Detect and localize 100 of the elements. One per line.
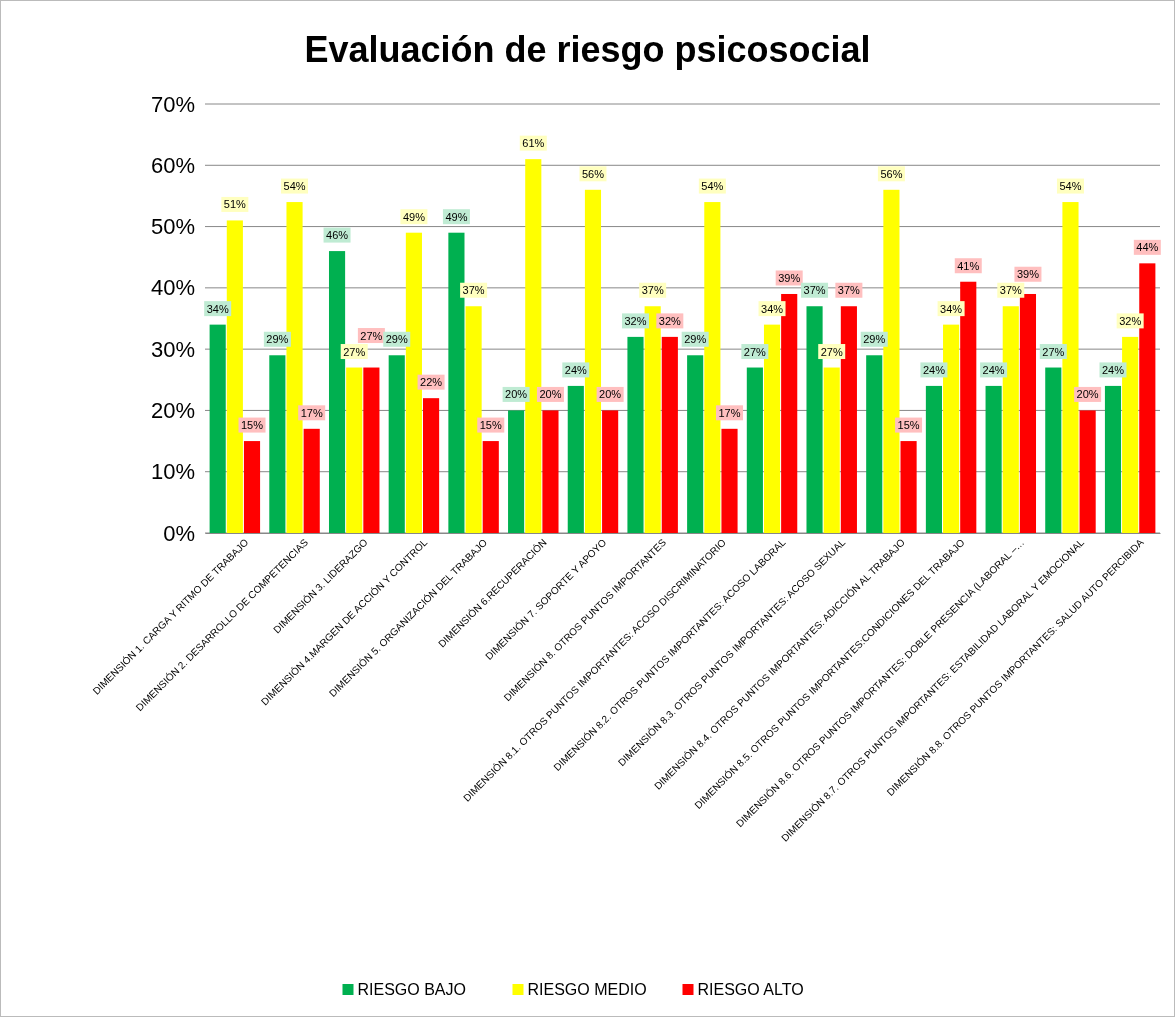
y-tick-label: 70%	[150, 91, 195, 117]
data-label: 54%	[283, 180, 306, 193]
y-tick-label: 10%	[150, 459, 195, 485]
data-label: 34%	[940, 302, 963, 315]
legend-label: RIESGO BAJO	[357, 981, 466, 998]
bar	[687, 355, 704, 533]
bar	[363, 367, 380, 533]
bar	[1139, 263, 1156, 533]
data-label: 29%	[266, 333, 289, 346]
data-label: 34%	[206, 302, 229, 315]
data-label: 32%	[1119, 314, 1142, 327]
bar	[1062, 202, 1079, 533]
data-label: 41%	[957, 259, 980, 272]
y-tick-label: 0%	[163, 520, 195, 546]
y-tick-label: 60%	[150, 152, 195, 178]
data-label: 46%	[326, 229, 349, 242]
bar	[243, 441, 261, 533]
data-label: 49%	[402, 210, 426, 223]
bar	[1079, 410, 1096, 533]
data-label: 15%	[897, 419, 920, 432]
data-label: 27%	[1042, 345, 1065, 358]
data-label: 27%	[743, 345, 767, 358]
bar	[508, 410, 525, 533]
bar	[346, 367, 363, 533]
data-label: 37%	[999, 284, 1022, 297]
data-label: 20%	[599, 388, 622, 401]
bar	[209, 324, 226, 533]
bar	[866, 355, 883, 533]
bar	[746, 367, 763, 533]
y-tick-label: 40%	[150, 275, 195, 301]
data-label: 20%	[539, 388, 562, 401]
data-label: 49%	[445, 210, 468, 223]
bar	[269, 355, 286, 533]
y-tick-label: 20%	[150, 397, 195, 423]
bar	[1045, 367, 1062, 533]
bar	[781, 293, 798, 533]
y-tick-label: 50%	[150, 214, 195, 240]
bar	[542, 410, 559, 533]
bar	[627, 336, 644, 533]
data-label: 17%	[718, 406, 741, 419]
data-label: 37%	[803, 284, 826, 297]
bar	[823, 367, 840, 533]
data-label: 37%	[462, 284, 485, 297]
data-label: 29%	[863, 333, 886, 346]
bar	[943, 324, 960, 533]
bar	[1104, 385, 1122, 533]
data-label: 15%	[240, 419, 264, 432]
bar	[602, 410, 619, 533]
bar	[567, 385, 584, 533]
bar	[644, 306, 661, 533]
data-label: 39%	[1016, 268, 1040, 281]
data-label: 61%	[522, 137, 545, 150]
data-label: 34%	[761, 302, 784, 315]
bar	[465, 306, 482, 533]
data-label: 56%	[880, 167, 903, 180]
bar	[423, 398, 440, 533]
data-label: 22%	[420, 376, 443, 389]
data-label: 24%	[564, 363, 588, 376]
legend-label: RIESGO MEDIO	[527, 981, 647, 998]
data-label: 39%	[778, 271, 801, 284]
data-label: 44%	[1136, 241, 1159, 254]
bar	[1019, 293, 1037, 533]
bar	[985, 385, 1002, 533]
data-label: 51%	[223, 198, 247, 211]
bar	[1122, 336, 1139, 533]
bar	[661, 336, 678, 533]
y-tick-label: 30%	[150, 336, 195, 362]
data-label: 20%	[1076, 388, 1099, 401]
data-label: 24%	[1101, 363, 1125, 376]
data-label: 54%	[701, 180, 724, 193]
data-label: 17%	[300, 406, 323, 419]
data-label: 37%	[641, 284, 664, 297]
data-label: 24%	[922, 363, 946, 376]
bar	[900, 441, 917, 533]
data-label: 54%	[1059, 180, 1082, 193]
bar	[806, 306, 823, 533]
data-label: 24%	[982, 363, 1005, 376]
bar	[925, 385, 942, 533]
bar	[448, 232, 465, 533]
bar	[721, 428, 738, 533]
data-label: 15%	[479, 419, 502, 432]
legend-label: RIESGO ALTO	[697, 981, 804, 998]
data-label: 29%	[684, 333, 707, 346]
data-label: 27%	[360, 329, 383, 342]
data-label: 32%	[658, 314, 682, 327]
bar	[286, 202, 303, 533]
bar	[482, 441, 499, 533]
bar	[388, 355, 405, 533]
bar	[883, 189, 900, 533]
bar	[525, 159, 542, 533]
data-label: 37%	[837, 284, 861, 297]
bar	[704, 202, 721, 533]
data-label: 29%	[385, 333, 408, 346]
chart-title: Evaluación de riesgo psicosocial	[304, 29, 871, 70]
bar	[303, 428, 320, 533]
data-label: 32%	[624, 314, 647, 327]
data-label: 20%	[505, 388, 528, 401]
bar	[960, 281, 977, 533]
data-label: 56%	[581, 167, 605, 180]
data-label: 27%	[343, 345, 366, 358]
